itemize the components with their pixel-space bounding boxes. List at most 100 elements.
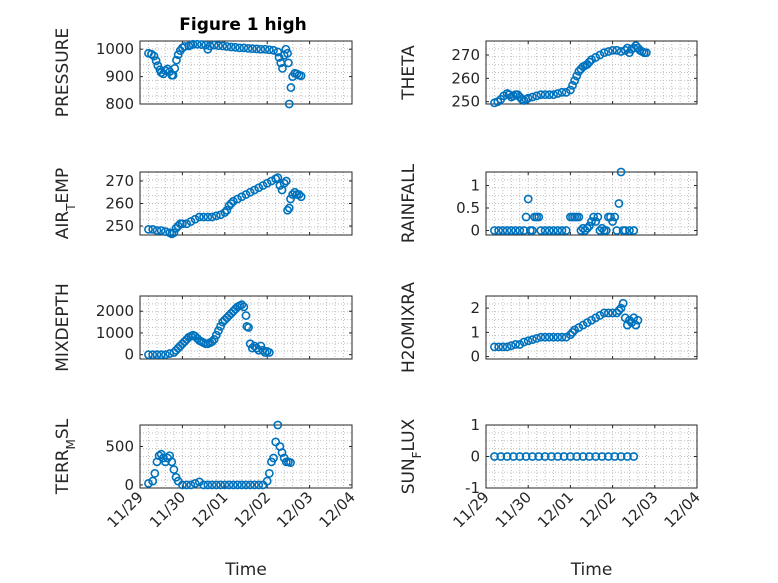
data-point bbox=[243, 43, 253, 53]
data-point bbox=[284, 203, 294, 213]
data-point bbox=[154, 451, 164, 461]
y-tick-label: 0 bbox=[470, 348, 480, 366]
data-point bbox=[519, 226, 529, 235]
data-point bbox=[561, 226, 571, 235]
subplot-pressure: 800 900 1000 PRESSURE bbox=[53, 28, 353, 117]
data-point bbox=[595, 226, 605, 235]
data-point bbox=[566, 330, 575, 340]
data-point bbox=[203, 480, 213, 490]
data-point bbox=[519, 337, 529, 347]
y-tick-label: 0.5 bbox=[456, 199, 480, 217]
data-point bbox=[523, 336, 533, 346]
axes-frame bbox=[139, 295, 353, 360]
data-point bbox=[506, 226, 516, 235]
y-tick-label: 270 bbox=[451, 46, 480, 64]
data-point bbox=[544, 90, 554, 100]
data-point bbox=[264, 348, 274, 357]
data-point bbox=[256, 341, 266, 351]
data-point bbox=[245, 480, 255, 490]
data-point bbox=[612, 45, 622, 55]
subplot-sun-flux: -10111/2911/3012/0112/0212/0312/04SUNFLU… bbox=[399, 416, 704, 580]
y-tick-label: 0 bbox=[470, 448, 480, 466]
data-point bbox=[144, 478, 153, 488]
data-point bbox=[515, 226, 525, 235]
data-point bbox=[625, 226, 634, 235]
data-point bbox=[281, 44, 291, 54]
data-point bbox=[148, 476, 158, 486]
data-point bbox=[511, 226, 520, 235]
data-point bbox=[502, 452, 512, 461]
data-point bbox=[207, 212, 217, 222]
data-point bbox=[608, 45, 617, 55]
x-tick-label: 12/03 bbox=[618, 488, 661, 531]
data-point bbox=[597, 452, 607, 461]
data-point bbox=[549, 332, 558, 342]
data-point bbox=[283, 58, 293, 68]
data-point bbox=[502, 342, 512, 352]
x-tick-label: 11/30 bbox=[492, 488, 535, 531]
data-point bbox=[599, 308, 609, 318]
data-point bbox=[220, 480, 230, 490]
x-tick-label: 12/01 bbox=[534, 488, 577, 531]
data-point bbox=[239, 43, 249, 53]
data-point bbox=[273, 173, 283, 183]
data-point bbox=[490, 452, 499, 461]
data-point bbox=[498, 226, 508, 235]
data-point bbox=[271, 437, 281, 447]
data-point bbox=[603, 308, 613, 318]
data-point bbox=[561, 87, 571, 97]
data-point bbox=[568, 327, 577, 337]
data-point bbox=[151, 56, 161, 66]
data-point bbox=[606, 212, 615, 222]
data-point bbox=[587, 217, 596, 226]
data-point bbox=[622, 452, 632, 461]
data-point bbox=[641, 48, 651, 58]
data-point bbox=[511, 340, 520, 349]
y-tick-label: 0 bbox=[470, 222, 480, 240]
data-point bbox=[273, 420, 283, 430]
data-point bbox=[549, 90, 558, 100]
data-point bbox=[570, 76, 580, 86]
data-point bbox=[631, 320, 641, 330]
data-point bbox=[534, 452, 544, 461]
x-axis-label: Time bbox=[224, 560, 267, 580]
data-point bbox=[572, 71, 582, 81]
data-point bbox=[595, 50, 605, 60]
axes-frame bbox=[139, 40, 353, 105]
data-point bbox=[591, 52, 601, 62]
data-point bbox=[211, 480, 221, 490]
data-point bbox=[148, 350, 158, 360]
data-point bbox=[182, 219, 192, 229]
data-point bbox=[283, 48, 292, 58]
data-point bbox=[633, 315, 643, 325]
data-point bbox=[245, 339, 255, 349]
y-tick-label: 900 bbox=[105, 68, 134, 86]
data-point bbox=[186, 480, 196, 490]
data-point bbox=[199, 212, 208, 222]
data-point bbox=[536, 90, 546, 100]
data-point bbox=[226, 42, 236, 52]
data-point bbox=[244, 323, 253, 332]
data-point bbox=[532, 91, 542, 101]
y-axis-label: TERRMSL bbox=[53, 418, 78, 495]
data-point bbox=[172, 55, 181, 65]
data-point bbox=[608, 217, 617, 226]
data-point bbox=[504, 90, 514, 100]
data-point bbox=[612, 308, 622, 318]
data-point bbox=[490, 226, 499, 235]
data-point bbox=[601, 226, 611, 235]
data-point bbox=[203, 212, 213, 222]
data-point bbox=[233, 194, 242, 204]
data-point bbox=[502, 226, 512, 235]
data-point bbox=[540, 90, 550, 100]
y-tick-label: 1000 bbox=[96, 324, 134, 342]
data-point bbox=[250, 480, 259, 490]
x-tick-label: 12/02 bbox=[576, 488, 619, 531]
data-point bbox=[584, 452, 594, 461]
data-point bbox=[222, 42, 232, 51]
data-point bbox=[523, 93, 533, 103]
data-point bbox=[629, 452, 639, 461]
data-point bbox=[182, 480, 192, 490]
data-point bbox=[262, 178, 272, 188]
data-point bbox=[220, 208, 230, 217]
